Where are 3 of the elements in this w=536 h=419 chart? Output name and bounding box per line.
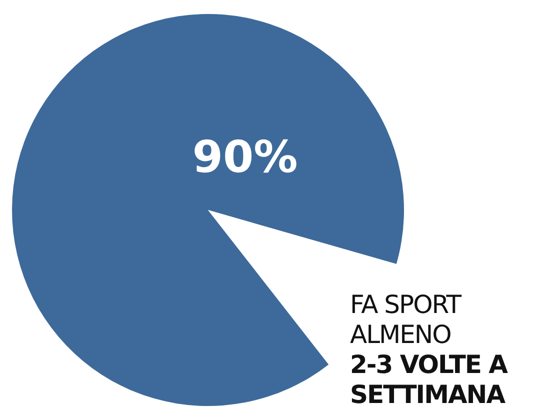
text: FA SPORT ALMENO xyxy=(350,290,462,349)
data-label: 90% xyxy=(192,132,298,183)
text: 2-3 VOLTE A SETTIMANA xyxy=(350,350,509,409)
